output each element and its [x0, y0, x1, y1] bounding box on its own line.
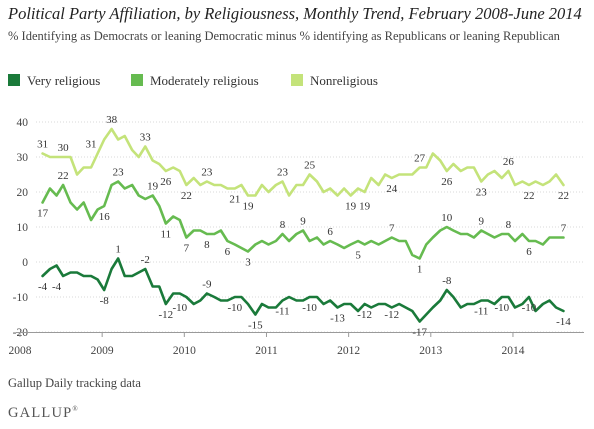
data-label: 7: [184, 243, 190, 255]
data-label: -11: [275, 306, 289, 318]
data-label: 23: [201, 167, 213, 179]
data-label: -2: [141, 254, 150, 266]
data-label: -4: [52, 281, 62, 293]
data-label: 7: [389, 223, 395, 235]
y-tick-label: 0: [22, 257, 28, 269]
data-label: 22: [558, 190, 569, 202]
gallup-logo: GALLUP®: [8, 405, 78, 421]
legend-item-moderately-religious: Moderately religious: [131, 73, 259, 89]
series-lines: [41, 127, 565, 323]
data-label: 23: [277, 167, 289, 179]
x-tick-label: 2014: [501, 345, 524, 357]
data-label: 22: [181, 190, 192, 202]
y-tick-label: 40: [17, 117, 29, 129]
data-label: 6: [526, 246, 532, 258]
x-tick-label: 2012: [337, 345, 360, 357]
y-tick-label: 10: [17, 222, 29, 234]
data-label: 7: [561, 223, 567, 235]
x-tick-label: 2010: [173, 345, 196, 357]
data-label: -15: [248, 320, 263, 332]
data-label: 3: [245, 257, 251, 269]
x-tick-label: 2011: [255, 345, 278, 357]
data-label: -13: [330, 313, 345, 325]
data-label: -11: [474, 306, 488, 318]
legend-item-very-religious: Very religious: [8, 73, 100, 89]
data-label: 6: [327, 226, 333, 238]
x-tick-label: 2013: [419, 345, 442, 357]
legend-item-nonreligious: Nonreligious: [291, 73, 378, 89]
data-label: 19: [359, 201, 371, 213]
data-label: 26: [441, 176, 453, 188]
data-label: 22: [523, 190, 534, 202]
data-label: 16: [99, 211, 111, 223]
data-label: 30: [58, 142, 70, 154]
data-label: 10: [441, 212, 453, 224]
data-label: -10: [495, 302, 510, 314]
data-label: -4: [38, 281, 48, 293]
data-label: -9: [202, 279, 212, 291]
data-label: 19: [345, 201, 357, 213]
data-label: 22: [58, 170, 69, 182]
data-label: 1: [417, 264, 423, 276]
data-label: 26: [160, 176, 172, 188]
data-label: 8: [204, 239, 210, 251]
data-label: -17: [412, 327, 427, 339]
x-tick-label: 2009: [91, 345, 114, 357]
data-label: 8: [506, 219, 512, 231]
grid: -20-100102030402008200920102011201220132…: [9, 117, 584, 357]
data-label: -12: [158, 309, 173, 321]
data-label: 24: [386, 183, 398, 195]
chart-subtitle: % Identifying as Democrats or leaning De…: [8, 29, 560, 43]
data-label: 23: [113, 167, 125, 179]
data-label: -8: [100, 295, 110, 307]
series-line-nonreligious: [41, 127, 565, 197]
legend-label-nonreligious: Nonreligious: [310, 73, 378, 88]
data-label: -8: [442, 275, 452, 287]
data-label: 9: [479, 216, 485, 228]
data-label: -12: [384, 309, 399, 321]
data-label: 1: [115, 244, 121, 256]
data-label: 33: [140, 132, 152, 144]
data-label: 26: [503, 156, 515, 168]
legend-label-moderately-religious: Moderately religious: [150, 73, 259, 88]
y-tick-label: 20: [17, 187, 29, 199]
data-label: 11: [161, 229, 172, 241]
data-label: 31: [86, 139, 97, 151]
data-label: 31: [37, 139, 48, 151]
legend-swatch-very-religious: [8, 74, 20, 86]
data-label: 17: [37, 208, 49, 220]
data-label: -12: [357, 309, 372, 321]
data-label: -14: [556, 316, 571, 328]
series-line-moderately-religious: [41, 180, 565, 260]
legend-swatch-nonreligious: [291, 74, 303, 86]
series-line-very-religious: [41, 257, 565, 323]
x-tick-label: 2008: [9, 345, 32, 357]
data-label: 25: [304, 160, 316, 172]
data-label: 19: [147, 181, 159, 193]
data-label: 19: [242, 201, 254, 213]
data-label: 8: [280, 219, 286, 231]
data-label: 5: [355, 250, 361, 262]
y-tick-label: 30: [17, 152, 29, 164]
data-label: -10: [172, 302, 187, 314]
data-label: -10: [227, 302, 242, 314]
data-label: 38: [106, 114, 118, 126]
data-labels: -4 -4-81-2-12-10-9-10-15-11 -10-13 -12 -12-1…: [37, 114, 571, 339]
legend-label-very-religious: Very religious: [27, 73, 101, 88]
data-label: 6: [225, 246, 231, 258]
data-label: 27: [414, 153, 426, 165]
data-label: 23: [476, 187, 488, 199]
chart-title: Political Party Affiliation, by Religiou…: [8, 4, 582, 23]
legend-swatch-moderately-religious: [131, 74, 143, 86]
data-label: 21: [229, 194, 240, 206]
y-tick-label: -10: [13, 292, 29, 304]
source-note: Gallup Daily tracking data: [8, 376, 141, 390]
data-label: -10: [302, 302, 317, 314]
data-label: 9: [300, 216, 306, 228]
data-label: -10: [522, 302, 537, 314]
